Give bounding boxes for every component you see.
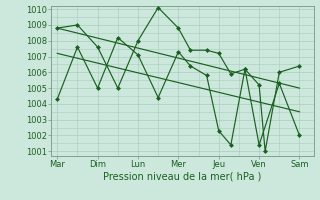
X-axis label: Pression niveau de la mer( hPa ): Pression niveau de la mer( hPa ) (103, 172, 261, 182)
